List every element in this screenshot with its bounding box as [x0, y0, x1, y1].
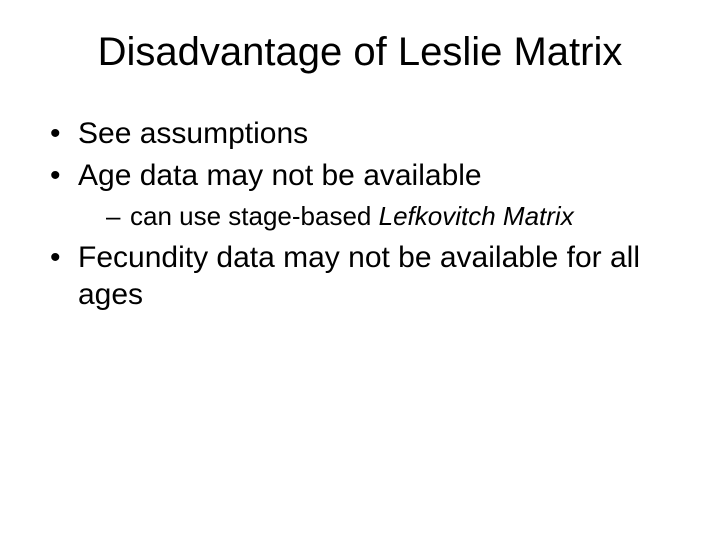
sub-bullet-prefix: can use stage-based — [130, 201, 379, 231]
bullet-text: Age data may not be available — [78, 159, 482, 192]
slide: Disadvantage of Leslie Matrix See assump… — [0, 0, 720, 540]
slide-title: Disadvantage of Leslie Matrix — [40, 30, 680, 75]
bullet-text: Fecundity data may not be available for … — [78, 241, 640, 312]
sub-bullet-list: can use stage-based Lefkovitch Matrix — [106, 200, 680, 233]
bullet-item: Age data may not be available can use st… — [50, 157, 680, 233]
bullet-list: See assumptions Age data may not be avai… — [50, 115, 680, 314]
sub-bullet-item: can use stage-based Lefkovitch Matrix — [106, 200, 680, 233]
bullet-item: Fecundity data may not be available for … — [50, 239, 680, 314]
sub-bullet-italic: Lefkovitch Matrix — [379, 201, 574, 231]
bullet-text: See assumptions — [78, 117, 308, 150]
bullet-item: See assumptions — [50, 115, 680, 153]
